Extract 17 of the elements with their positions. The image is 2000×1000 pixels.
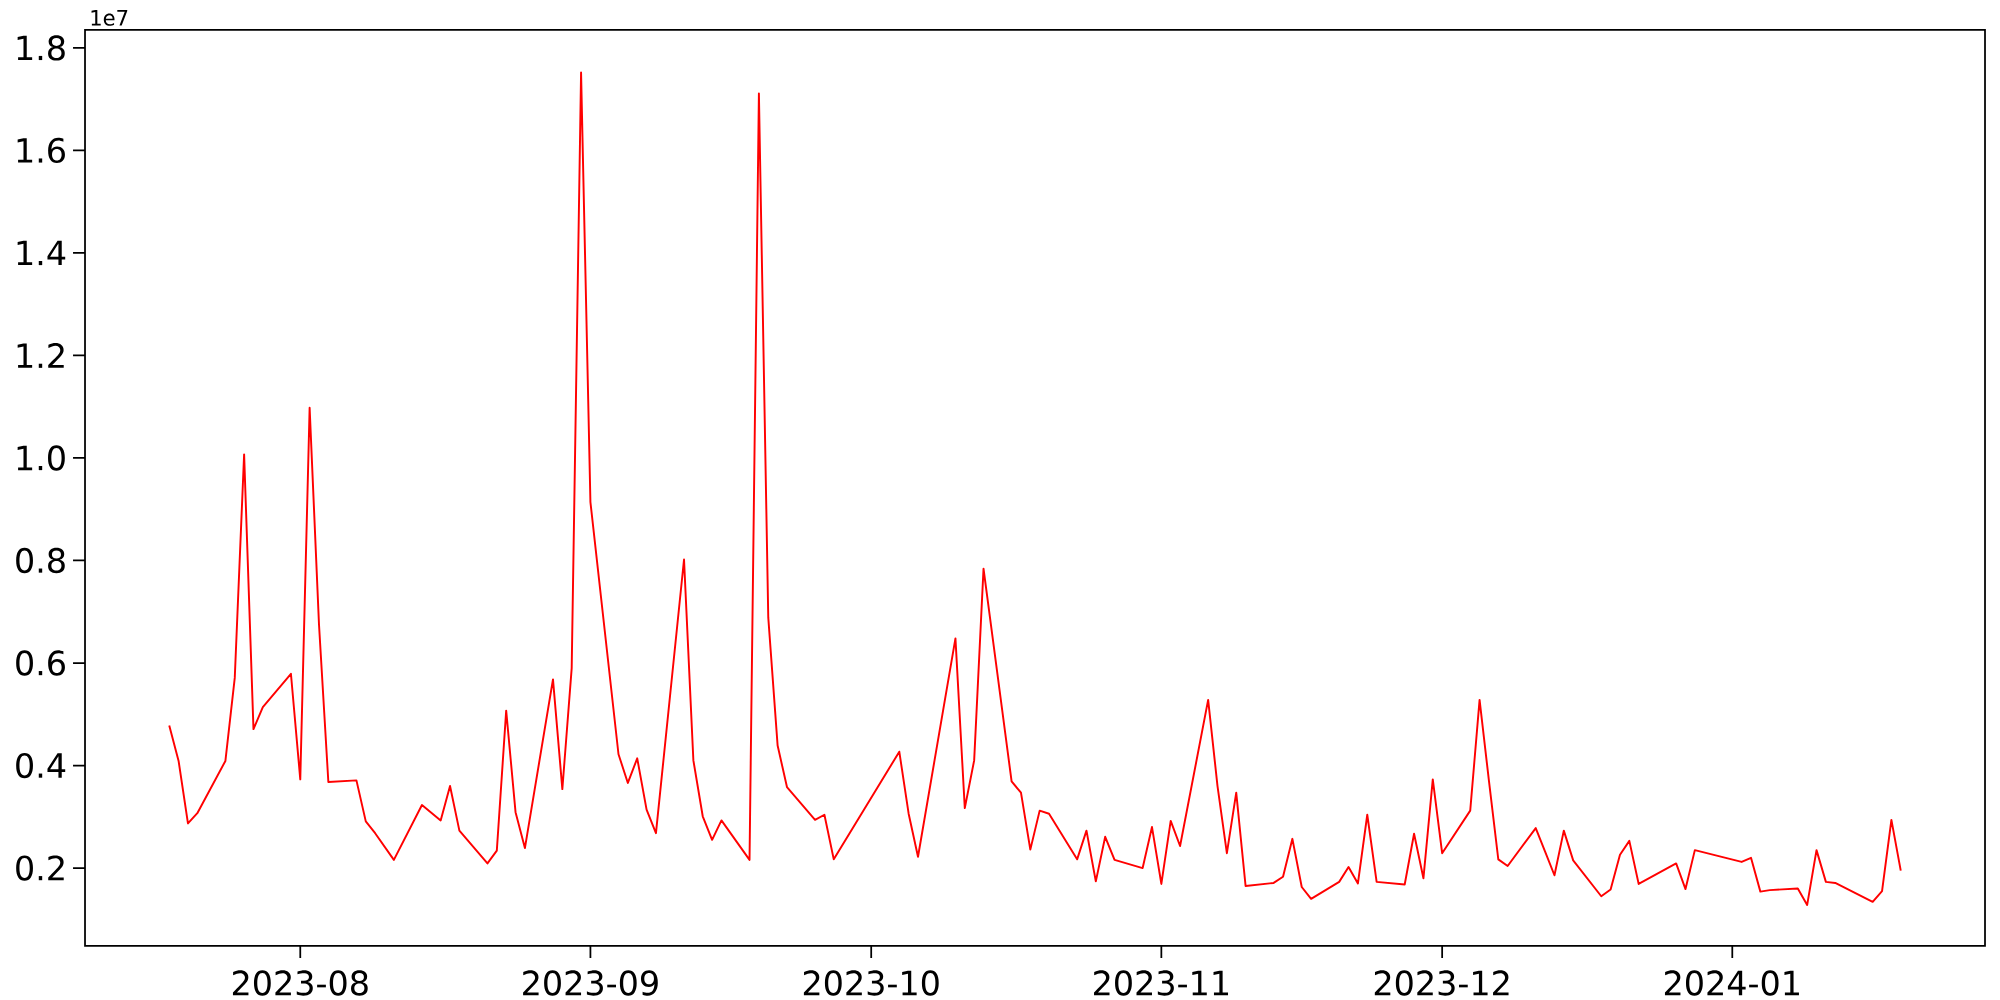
y-tick-label: 1.2 xyxy=(17,343,64,368)
x-tick-label: 2023-10 xyxy=(803,970,939,996)
y-tick-label: 1.6 xyxy=(17,137,65,164)
y-tick-label: 1.8 xyxy=(17,35,65,61)
line-series xyxy=(168,71,1902,906)
y-tick-label: 0.6 xyxy=(16,650,65,676)
x-tick-label: 2023-08 xyxy=(232,970,368,996)
text: 1e7 xyxy=(91,10,128,26)
y-tick-label: 1.0 xyxy=(17,445,65,471)
x-tick-label: 2023-12 xyxy=(1374,970,1509,996)
y-tick-label: 0.2 xyxy=(16,855,64,881)
x-tick-label: 2024-01 xyxy=(1664,970,1799,996)
y-tick-label: 0.8 xyxy=(16,547,65,574)
x-tick-label: 2023-11 xyxy=(1094,970,1229,996)
y-tick-label: 1.4 xyxy=(17,240,66,266)
y-tick-label: 0.4 xyxy=(16,752,66,779)
x-tick-label: 2023-09 xyxy=(523,970,658,996)
